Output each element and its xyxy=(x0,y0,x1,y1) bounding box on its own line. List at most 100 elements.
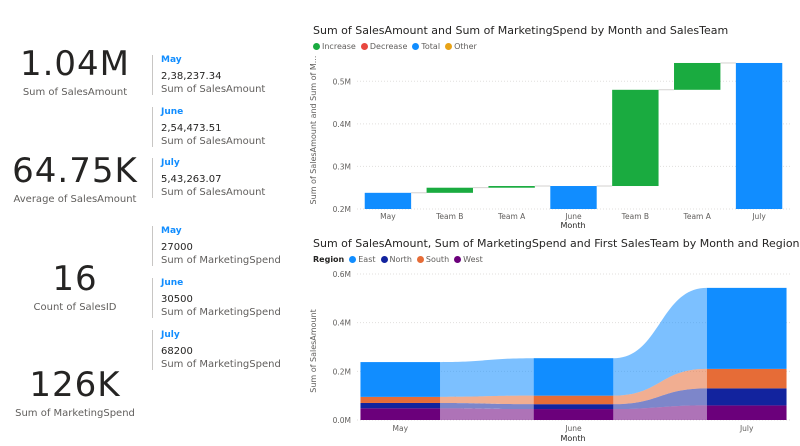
legend-item-total[interactable]: Total xyxy=(412,42,440,51)
y-tick-label: 0.5M xyxy=(333,77,351,86)
ribbon-south[interactable] xyxy=(440,395,534,405)
ribbon-bar-segment-south[interactable] xyxy=(360,396,441,403)
ribbon-chart: 0.0M 0.2M 0.4M 0.6M May June July Sum of Sales… xyxy=(309,270,790,443)
ribbon-bar-segment-east[interactable] xyxy=(533,358,614,396)
ribbon-bar-segment-north[interactable] xyxy=(533,404,614,410)
ribbon-bar-segment-east[interactable] xyxy=(360,362,441,397)
y-tick-label: 0.2M xyxy=(333,205,351,214)
legend-item-north[interactable]: North xyxy=(380,255,412,264)
waterfall-bar-increase[interactable] xyxy=(674,62,721,90)
legend-item-other[interactable]: Other xyxy=(445,42,477,51)
legend-dot xyxy=(349,256,357,263)
waterfall-legend: Increase Decrease Total Other xyxy=(313,42,482,51)
multirow-item-sales-may[interactable]: May 2,38,237.34 Sum of SalesAmount xyxy=(152,55,291,95)
ribbon-bar-segment-north[interactable] xyxy=(360,402,441,409)
legend-label: North xyxy=(389,255,412,264)
kpi-value: 16 xyxy=(52,259,98,299)
waterfall-bar-total[interactable] xyxy=(364,192,412,209)
waterfall-chart-title: Sum of SalesAmount and Sum of MarketingS… xyxy=(313,24,729,37)
multirow-item-marketing-july[interactable]: July 68200 Sum of MarketingSpend xyxy=(152,330,291,370)
waterfall-x-axis-title: Month xyxy=(560,221,585,230)
ribbon-east[interactable] xyxy=(440,358,534,397)
legend-item-west[interactable]: West xyxy=(454,255,483,264)
y-tick-label: 0.4M xyxy=(333,120,351,129)
kpi-card-sum-marketing[interactable]: 126K Sum of MarketingSpend xyxy=(0,368,150,419)
kpi-card-count-salesid[interactable]: 16 Count of SalesID xyxy=(0,262,150,313)
legend-item-increase[interactable]: Increase xyxy=(313,42,356,51)
legend-label: Increase xyxy=(322,42,356,51)
y-tick-label: 0.6M xyxy=(333,270,351,279)
kpi-value: 126K xyxy=(29,365,121,405)
waterfall-bar-increase[interactable] xyxy=(488,186,535,188)
legend-label: West xyxy=(463,255,483,264)
waterfall-bar-total[interactable] xyxy=(735,62,783,210)
legend-item-east[interactable]: East xyxy=(349,255,376,264)
ribbon-bar-segment-north[interactable] xyxy=(706,388,787,406)
multirow-label: Sum of SalesAmount xyxy=(161,187,266,198)
ribbon-bar-segment-south[interactable] xyxy=(533,395,614,405)
legend-dot xyxy=(380,256,388,263)
multirow-label: Sum of MarketingSpend xyxy=(161,359,281,370)
multirow-month: May xyxy=(161,226,182,236)
legend-item-decrease[interactable]: Decrease xyxy=(360,42,407,51)
x-tick-label: July xyxy=(751,212,766,221)
ribbon-east[interactable] xyxy=(613,287,707,396)
multirow-value: 2,54,473.51 xyxy=(161,123,222,134)
ribbon-north[interactable] xyxy=(440,402,534,410)
legend-dot xyxy=(412,43,420,50)
multirow-item-marketing-may[interactable]: May 27000 Sum of MarketingSpend xyxy=(152,226,291,266)
x-tick-label: June xyxy=(564,212,582,221)
waterfall-bar-total[interactable] xyxy=(550,186,597,209)
multirow-month: July xyxy=(161,158,180,168)
legend-label: East xyxy=(358,255,376,264)
multirow-item-marketing-june[interactable]: June 30500 Sum of MarketingSpend xyxy=(152,278,291,318)
multirow-month: June xyxy=(161,278,184,288)
legend-label: Total xyxy=(421,42,441,51)
multirow-label: Sum of MarketingSpend xyxy=(161,307,281,318)
ribbon-north[interactable] xyxy=(613,388,707,410)
ribbon-west[interactable] xyxy=(613,405,707,420)
multirow-label: Sum of MarketingSpend xyxy=(161,255,281,266)
kpi-label: Sum of SalesAmount xyxy=(22,87,128,98)
multirow-label: Sum of SalesAmount xyxy=(161,136,266,147)
multirow-month: May xyxy=(161,55,182,65)
ribbon-y-axis-title: Sum of SalesAmount xyxy=(309,309,318,392)
kpi-value: 64.75K xyxy=(12,151,138,191)
ribbon-bar-segment-south[interactable] xyxy=(706,368,787,389)
y-tick-label: 0.2M xyxy=(333,367,351,376)
x-tick-label: July xyxy=(739,424,754,433)
x-tick-label: Team B xyxy=(435,212,463,221)
y-tick-label: 0.0M xyxy=(333,416,351,425)
ribbon-south[interactable] xyxy=(613,368,707,405)
multirow-value: 27000 xyxy=(161,242,193,253)
legend-label: South xyxy=(425,255,450,264)
ribbon-legend: Region East North South West xyxy=(313,255,488,264)
ribbon-chart-title: Sum of SalesAmount, Sum of MarketingSpen… xyxy=(313,237,800,250)
legend-title: Region xyxy=(313,255,345,264)
ribbon-west[interactable] xyxy=(440,408,534,420)
kpi-card-average-sales[interactable]: 64.75K Average of SalesAmount xyxy=(0,154,150,205)
waterfall-bar-increase[interactable] xyxy=(612,89,659,187)
kpi-label: Sum of MarketingSpend xyxy=(15,408,135,419)
multirow-label: Sum of SalesAmount xyxy=(161,84,266,95)
x-tick-label: Team B xyxy=(621,212,649,221)
multirow-value: 30500 xyxy=(161,294,193,305)
multirow-item-sales-july[interactable]: July 5,43,263.07 Sum of SalesAmount xyxy=(152,158,291,198)
y-tick-label: 0.3M xyxy=(333,162,351,171)
ribbon-bar-segment-east[interactable] xyxy=(706,287,787,369)
y-tick-label: 0.4M xyxy=(333,319,351,328)
waterfall-y-axis-title: Sum of SalesAmount and Sum of M... xyxy=(309,56,318,205)
legend-dot xyxy=(416,256,424,263)
legend-dot xyxy=(454,256,462,263)
kpi-value: 1.04M xyxy=(19,44,131,84)
ribbon-bar-segment-west[interactable] xyxy=(533,409,614,420)
waterfall-bar-increase[interactable] xyxy=(426,187,473,193)
legend-item-south[interactable]: South xyxy=(416,255,450,264)
multirow-item-sales-june[interactable]: June 2,54,473.51 Sum of SalesAmount xyxy=(152,107,291,147)
legend-label: Other xyxy=(454,42,477,51)
multirow-value: 68200 xyxy=(161,346,193,357)
ribbon-bar-segment-west[interactable] xyxy=(360,408,441,420)
ribbon-bar-segment-west[interactable] xyxy=(706,405,787,420)
x-tick-label: June xyxy=(564,424,582,433)
kpi-card-sum-sales[interactable]: 1.04M Sum of SalesAmount xyxy=(0,47,150,98)
